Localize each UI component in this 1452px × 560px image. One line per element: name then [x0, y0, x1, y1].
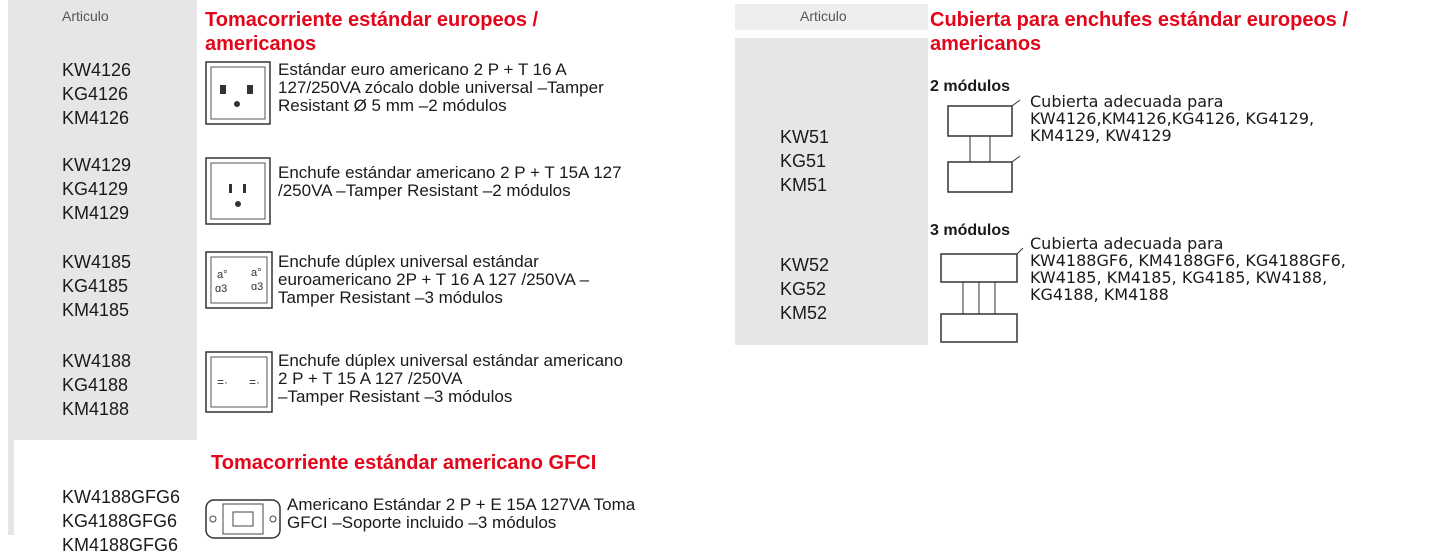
svg-text:=·: =·	[249, 375, 260, 389]
socket-icon: =· =·	[205, 351, 273, 413]
description: Enchufe dúplex universal estándar americ…	[278, 351, 623, 370]
description: 127/250VA zócalo doble universal –Tamper	[278, 78, 604, 97]
description: GFCI –Soporte incluido –3 módulos	[287, 513, 557, 532]
article-code: KW51	[780, 127, 830, 147]
description: KG4188, KM4188	[1030, 285, 1169, 304]
article-code: KW4129	[62, 155, 132, 175]
gfci-icon	[205, 499, 281, 539]
description: KM4129, KW4129	[1030, 126, 1172, 145]
article-code: KW4126	[62, 60, 132, 80]
article-code: KG51	[780, 151, 827, 171]
description: Americano Estándar 2 P + E 15A 127VA Tom…	[287, 495, 636, 514]
code-column-bg	[735, 38, 928, 345]
group-label: 2 módulos	[930, 78, 1011, 95]
article-code: KM4126	[62, 108, 130, 128]
article-code: KM51	[780, 175, 828, 195]
description: KW4188GF6, KM4188GF6, KG4188GF6,	[1030, 251, 1346, 270]
section-title: americanos	[930, 33, 1042, 55]
description: KW4126,KM4126,KG4126, KG4129,	[1030, 109, 1315, 128]
header-bg	[735, 4, 928, 30]
column-header: Articulo	[800, 8, 847, 24]
cover-icon	[947, 99, 1021, 193]
article-code: KG52	[780, 279, 827, 299]
article-code: KW4185	[62, 252, 132, 272]
svg-text:a°: a°	[251, 267, 262, 279]
description: /250VA –Tamper Resistant –2 módulos	[278, 181, 571, 200]
socket-icon	[205, 157, 271, 225]
article-code: KW4188	[62, 351, 132, 371]
description: –Tamper Resistant –3 módulos	[278, 387, 513, 406]
section-title: Tomacorriente estándar europeos /	[205, 9, 539, 31]
article-code: KW4188GFG6	[62, 487, 181, 507]
article-code: KG4185	[62, 276, 129, 296]
cover-icon	[940, 247, 1024, 343]
description: 2 P + T 15 A 127 /250VA	[278, 369, 463, 388]
description: Tamper Resistant –3 módulos	[278, 288, 503, 307]
code-column-bg	[8, 440, 14, 535]
article-code: KG4188	[62, 375, 129, 395]
code-column-bg	[8, 0, 197, 440]
article-code: KM4188GFG6	[62, 535, 179, 555]
description: Resistant Ø 5 mm –2 módulos	[278, 96, 507, 115]
socket-icon: a° a° ɑ3 ɑ3	[205, 251, 273, 309]
description: Enchufe estándar americano 2 P + T 15A 1…	[278, 163, 622, 182]
article-code: KW52	[780, 255, 830, 275]
article-code: KM4188	[62, 399, 130, 419]
column-header: Articulo	[62, 8, 109, 24]
svg-text:a°: a°	[217, 269, 228, 281]
section-title: Tomacorriente estándar americano GFCI	[211, 452, 597, 474]
article-code: KM52	[780, 303, 828, 323]
article-code: KM4129	[62, 203, 130, 223]
socket-icon	[205, 61, 271, 125]
section-title: americanos	[205, 33, 317, 55]
group-label: 3 módulos	[930, 222, 1011, 239]
description: Cubierta adecuada para	[1030, 234, 1224, 253]
description: Estándar euro americano 2 P + T 16 A	[278, 60, 567, 79]
svg-text:ɑ3: ɑ3	[251, 281, 263, 293]
article-code: KG4188GFG6	[62, 511, 178, 531]
article-code: KG4126	[62, 84, 129, 104]
svg-text:ɑ3: ɑ3	[215, 283, 227, 295]
article-code: KM4185	[62, 300, 130, 320]
svg-text:=·: =·	[217, 375, 228, 389]
article-code: KG4129	[62, 179, 129, 199]
description: Cubierta adecuada para	[1030, 92, 1224, 111]
description: Enchufe dúplex universal estándar	[278, 252, 539, 271]
description: euroamericano 2P + T 16 A 127 /250VA –	[278, 270, 590, 289]
section-title: Cubierta para enchufes estándar europeos…	[930, 9, 1348, 31]
description: KW4185, KM4185, KG4185, KW4188,	[1030, 268, 1328, 287]
